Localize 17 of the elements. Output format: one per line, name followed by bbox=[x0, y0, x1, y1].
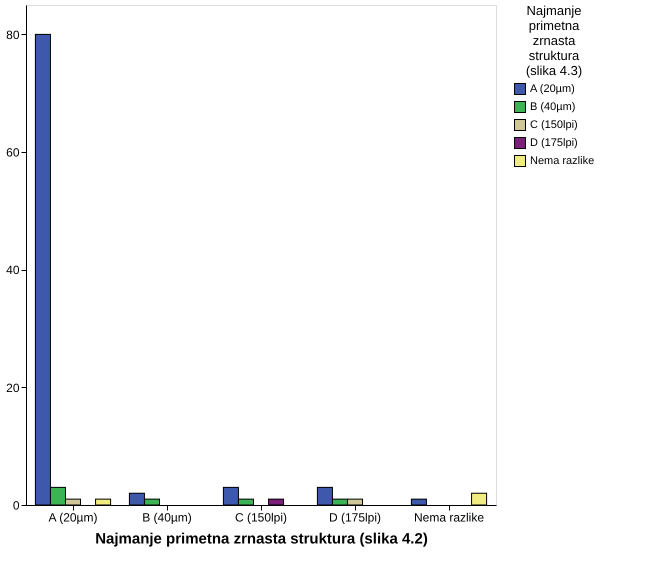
x-axis-title: Najmanje primetna zrnasta struktura (slika 4.2) bbox=[95, 530, 428, 548]
x-tick-label: A (20µm) bbox=[48, 510, 98, 524]
y-tick-label: 0 bbox=[12, 498, 20, 512]
legend-label: C (150lpi) bbox=[530, 119, 578, 131]
y-tick-label: 20 bbox=[6, 380, 20, 395]
legend-label: A (20µm) bbox=[530, 83, 575, 95]
y-tick-label: 40 bbox=[6, 263, 20, 278]
x-tick-label: C (150lpi) bbox=[234, 510, 288, 524]
x-tick-label: D (175lpi) bbox=[328, 510, 382, 524]
legend-label: D (175lpi) bbox=[530, 137, 578, 149]
x-tick-label: B (40µm) bbox=[142, 510, 192, 524]
legend-label: B (40µm) bbox=[530, 101, 576, 113]
legend-title: Najmanje primetna zrnasta struktura (slika 4.3) bbox=[526, 3, 582, 78]
y-tick-label: 80 bbox=[6, 28, 20, 42]
y-tick-label: 60 bbox=[6, 146, 20, 160]
legend-label: Nema razlike bbox=[530, 155, 594, 167]
x-tick-label: Nema razlike bbox=[414, 510, 484, 524]
